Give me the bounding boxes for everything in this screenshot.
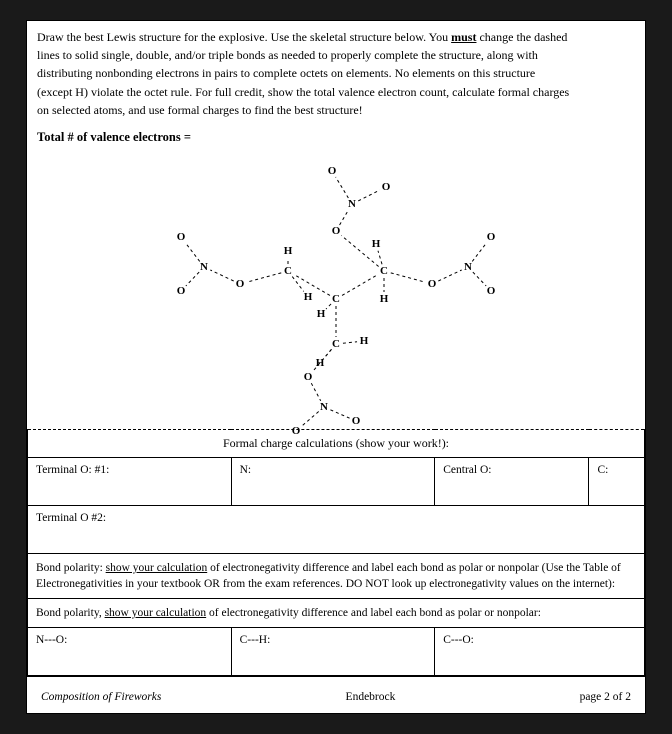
svg-text:H: H — [380, 293, 389, 305]
svg-text:H: H — [317, 308, 326, 320]
fc-cell-c: C: — [589, 457, 645, 505]
instruction-line: Draw the best Lewis structure for the ex… — [37, 29, 635, 45]
svg-text:O: O — [382, 181, 391, 193]
footer-title: Composition of Fireworks — [41, 691, 161, 703]
text-underline: show your calculation — [106, 562, 208, 574]
instruction-line: distributing nonbonding electrons in pai… — [37, 65, 635, 81]
text: change the dashed — [476, 30, 567, 44]
svg-text:O: O — [352, 415, 361, 427]
svg-text:C: C — [380, 265, 388, 277]
fc-cell-terminal-o2: Terminal O #2: — [28, 505, 645, 553]
page-footer: Composition of Fireworks Endebrock page … — [27, 676, 645, 713]
fc-cell-n: N: — [231, 457, 435, 505]
text: Bond polarity, — [36, 607, 105, 619]
footer-author: Endebrock — [346, 691, 396, 703]
svg-text:C: C — [284, 265, 292, 277]
text: of electronegativity difference and labe… — [206, 607, 541, 619]
bond-polarity-instructions-2: Bond polarity, show your calculation of … — [28, 599, 645, 628]
bond-cell-no: N---O: — [28, 628, 232, 676]
svg-text:N: N — [348, 198, 356, 210]
text: Bond polarity: — [36, 562, 106, 574]
svg-text:H: H — [284, 245, 293, 257]
svg-text:N: N — [200, 261, 208, 273]
svg-text:O: O — [428, 278, 437, 290]
svg-text:O: O — [328, 165, 337, 177]
bond-cell-co: C---O: — [435, 628, 645, 676]
svg-text:O: O — [236, 278, 245, 290]
bond-cell-ch: C---H: — [231, 628, 435, 676]
instructions-block: Draw the best Lewis structure for the ex… — [27, 21, 645, 124]
svg-text:O: O — [487, 285, 496, 297]
text: Draw the best Lewis structure for the ex… — [37, 30, 451, 44]
text-underline: show your calculation — [105, 607, 207, 619]
svg-text:O: O — [332, 225, 341, 237]
svg-text:H: H — [304, 291, 313, 303]
valence-electrons-label: Total # of valence electrons = — [27, 124, 645, 149]
footer-page: page 2 of 2 — [580, 691, 631, 703]
instruction-line: lines to solid single, double, and/or tr… — [37, 47, 635, 63]
lewis-structure-diagram: CCCCHHHHHHHOOOONNNNOOOOOOOO — [27, 149, 645, 429]
instruction-line: (except H) violate the octet rule. For f… — [37, 84, 635, 100]
svg-text:N: N — [320, 401, 328, 413]
formal-charge-table: Formal charge calculations (show your wo… — [27, 429, 645, 676]
svg-text:O: O — [487, 231, 496, 243]
text-emph: must — [451, 30, 476, 44]
svg-text:C: C — [332, 338, 340, 350]
svg-text:C: C — [332, 293, 340, 305]
svg-text:N: N — [464, 261, 472, 273]
bond-polarity-instructions-1: Bond polarity: show your calculation of … — [28, 553, 645, 598]
worksheet-page: Draw the best Lewis structure for the ex… — [26, 20, 646, 714]
svg-text:O: O — [177, 285, 186, 297]
svg-text:O: O — [177, 231, 186, 243]
fc-cell-central-o: Central O: — [435, 457, 589, 505]
svg-text:H: H — [372, 238, 381, 250]
svg-text:H: H — [316, 357, 325, 369]
svg-text:O: O — [304, 371, 313, 383]
fc-cell-terminal-o1: Terminal O: #1: — [28, 457, 232, 505]
instruction-line: on selected atoms, and use formal charge… — [37, 102, 635, 118]
svg-text:H: H — [360, 335, 369, 347]
